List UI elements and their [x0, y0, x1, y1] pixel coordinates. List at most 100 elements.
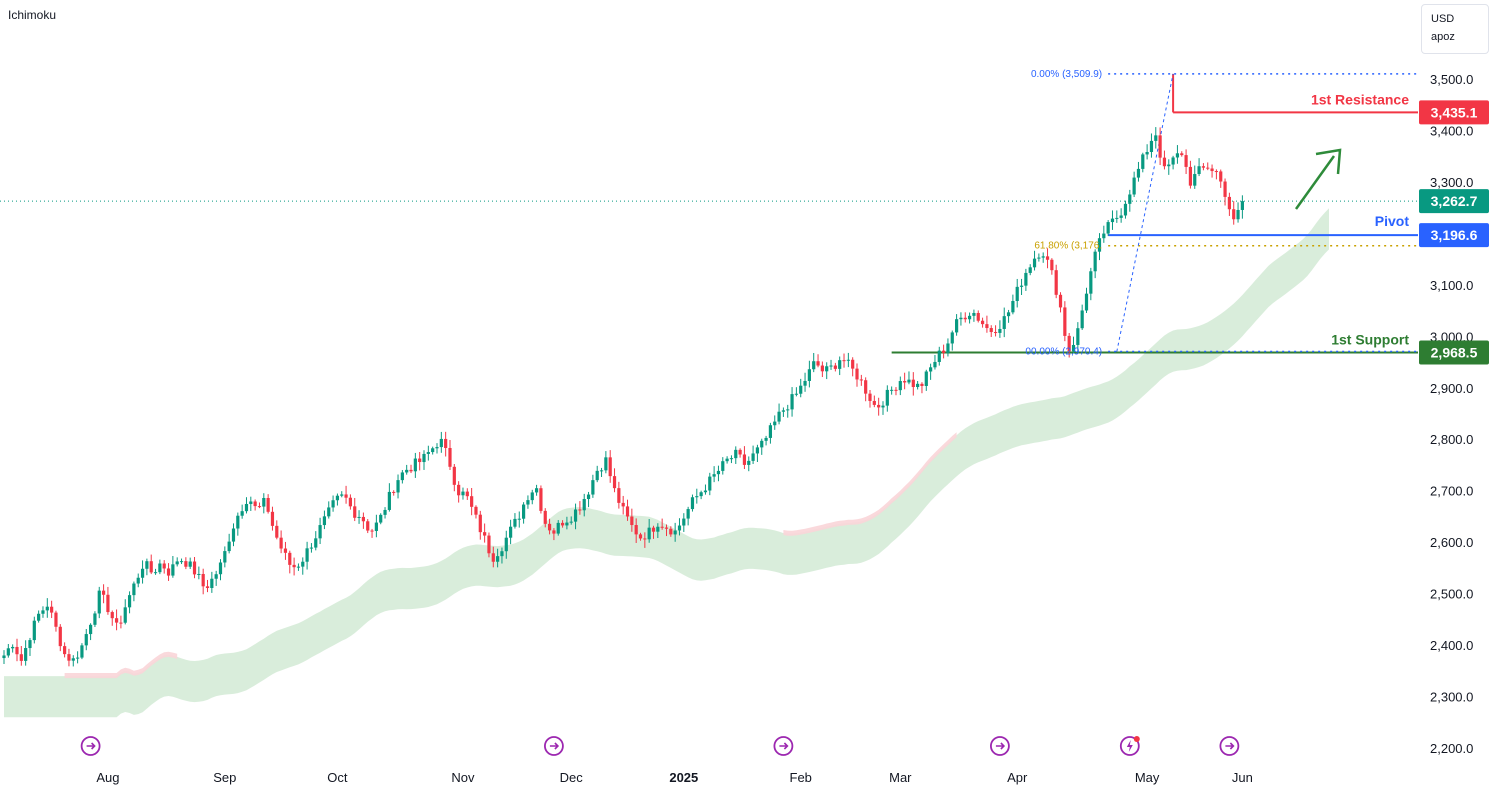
candle-body — [93, 613, 97, 625]
candle-body — [604, 457, 608, 471]
candle-body — [361, 516, 365, 522]
candle-body — [842, 360, 846, 362]
candle-body — [249, 501, 253, 504]
candle-body — [357, 516, 361, 518]
arrow-circle-icon[interactable] — [1219, 736, 1240, 756]
candle-body — [266, 497, 270, 512]
candle-body — [820, 365, 824, 372]
candle-body — [768, 425, 773, 438]
candle-body — [223, 551, 227, 563]
candle-body — [591, 480, 595, 495]
candle-body — [288, 552, 292, 565]
candle-body — [634, 525, 638, 535]
pivot-label: Pivot — [1375, 213, 1410, 229]
candle-body — [1011, 301, 1015, 313]
candle-body — [556, 522, 560, 534]
candle-body — [50, 606, 54, 613]
candle-body — [534, 488, 539, 493]
arrow-circle-icon[interactable] — [990, 736, 1010, 756]
candle-body — [6, 648, 10, 656]
candle-body — [1050, 259, 1054, 271]
candle-body — [560, 522, 565, 526]
candle-body — [777, 411, 781, 422]
candle-body — [1219, 171, 1223, 182]
candle-body — [145, 561, 149, 569]
candle-body — [114, 618, 119, 623]
candle-body — [799, 385, 803, 394]
candle-body — [621, 502, 625, 507]
candle-body — [483, 532, 487, 536]
candle-body — [1028, 267, 1032, 273]
candle-body — [526, 500, 530, 505]
candle-body — [1058, 294, 1063, 308]
time-tick-label: Aug — [96, 770, 119, 785]
candle-body — [127, 595, 132, 608]
time-tick-label: Dec — [560, 770, 584, 785]
candle-body — [491, 553, 495, 562]
candle-body — [595, 470, 599, 481]
candle-body — [790, 394, 794, 410]
candle-body — [608, 457, 612, 477]
candle-body — [1024, 272, 1028, 286]
time-tick-label: May — [1135, 770, 1160, 785]
fib-trend-line — [1116, 73, 1174, 352]
candle-body — [140, 568, 145, 578]
candle-body — [1002, 316, 1006, 329]
candle-body — [612, 476, 617, 489]
candle-body — [353, 506, 357, 518]
candle-body — [1076, 328, 1080, 345]
candle-body — [677, 525, 682, 531]
candle-body — [959, 317, 963, 320]
candle-body — [786, 409, 790, 411]
candle-body — [716, 470, 721, 475]
candle-body — [400, 472, 404, 481]
arrow-circle-icon[interactable] — [773, 736, 794, 756]
fib-label-2: 00.00% (2,970.4) — [1025, 347, 1102, 358]
candle-body — [1232, 209, 1236, 220]
candle-body — [474, 506, 478, 515]
price-tick-label: 3,400.0 — [1430, 123, 1473, 138]
arrow-circle-icon[interactable] — [544, 736, 564, 756]
arrow-glyph — [1225, 742, 1235, 750]
candle-body — [955, 319, 959, 333]
candle-body — [1210, 168, 1214, 172]
candle-body — [643, 538, 647, 540]
price-tag-resistance — [1419, 100, 1489, 125]
candle-body — [470, 496, 474, 507]
candle-body — [45, 606, 49, 611]
candle-body — [192, 561, 197, 575]
candle-body — [179, 561, 184, 563]
candle-body — [136, 577, 140, 584]
candle-body — [686, 509, 690, 519]
candle-body — [924, 371, 928, 386]
candle-body — [729, 458, 734, 460]
price-axis-bg — [1418, 0, 1495, 796]
lightning-circle-icon[interactable] — [1119, 736, 1140, 756]
candle-body — [703, 490, 708, 493]
candle-body — [101, 590, 106, 595]
candle-body — [894, 389, 898, 391]
candle-body — [348, 497, 352, 507]
candle-body — [413, 458, 417, 472]
time-tick-label: 2025 — [669, 770, 698, 785]
candle-body — [530, 492, 534, 501]
candle-body — [864, 380, 868, 394]
price-tag-current — [1419, 189, 1489, 214]
indicator-label[interactable]: Ichimoku — [8, 8, 57, 22]
currency-box[interactable]: USD apoz — [1421, 4, 1489, 54]
candle-body — [712, 474, 716, 477]
candle-body — [444, 438, 448, 448]
candle-body — [396, 480, 400, 493]
candle-body — [1071, 344, 1076, 352]
time-tick-label: Apr — [1007, 770, 1028, 785]
candle-body — [84, 634, 88, 646]
arrow-circle-icon[interactable] — [80, 736, 101, 756]
candle-body — [807, 369, 811, 381]
candle-body — [1184, 155, 1188, 167]
candle-body — [158, 563, 162, 573]
candle-body — [547, 523, 552, 531]
price-tick-label: 2,300.0 — [1430, 690, 1473, 705]
resistance-label: 1st Resistance — [1311, 91, 1409, 107]
